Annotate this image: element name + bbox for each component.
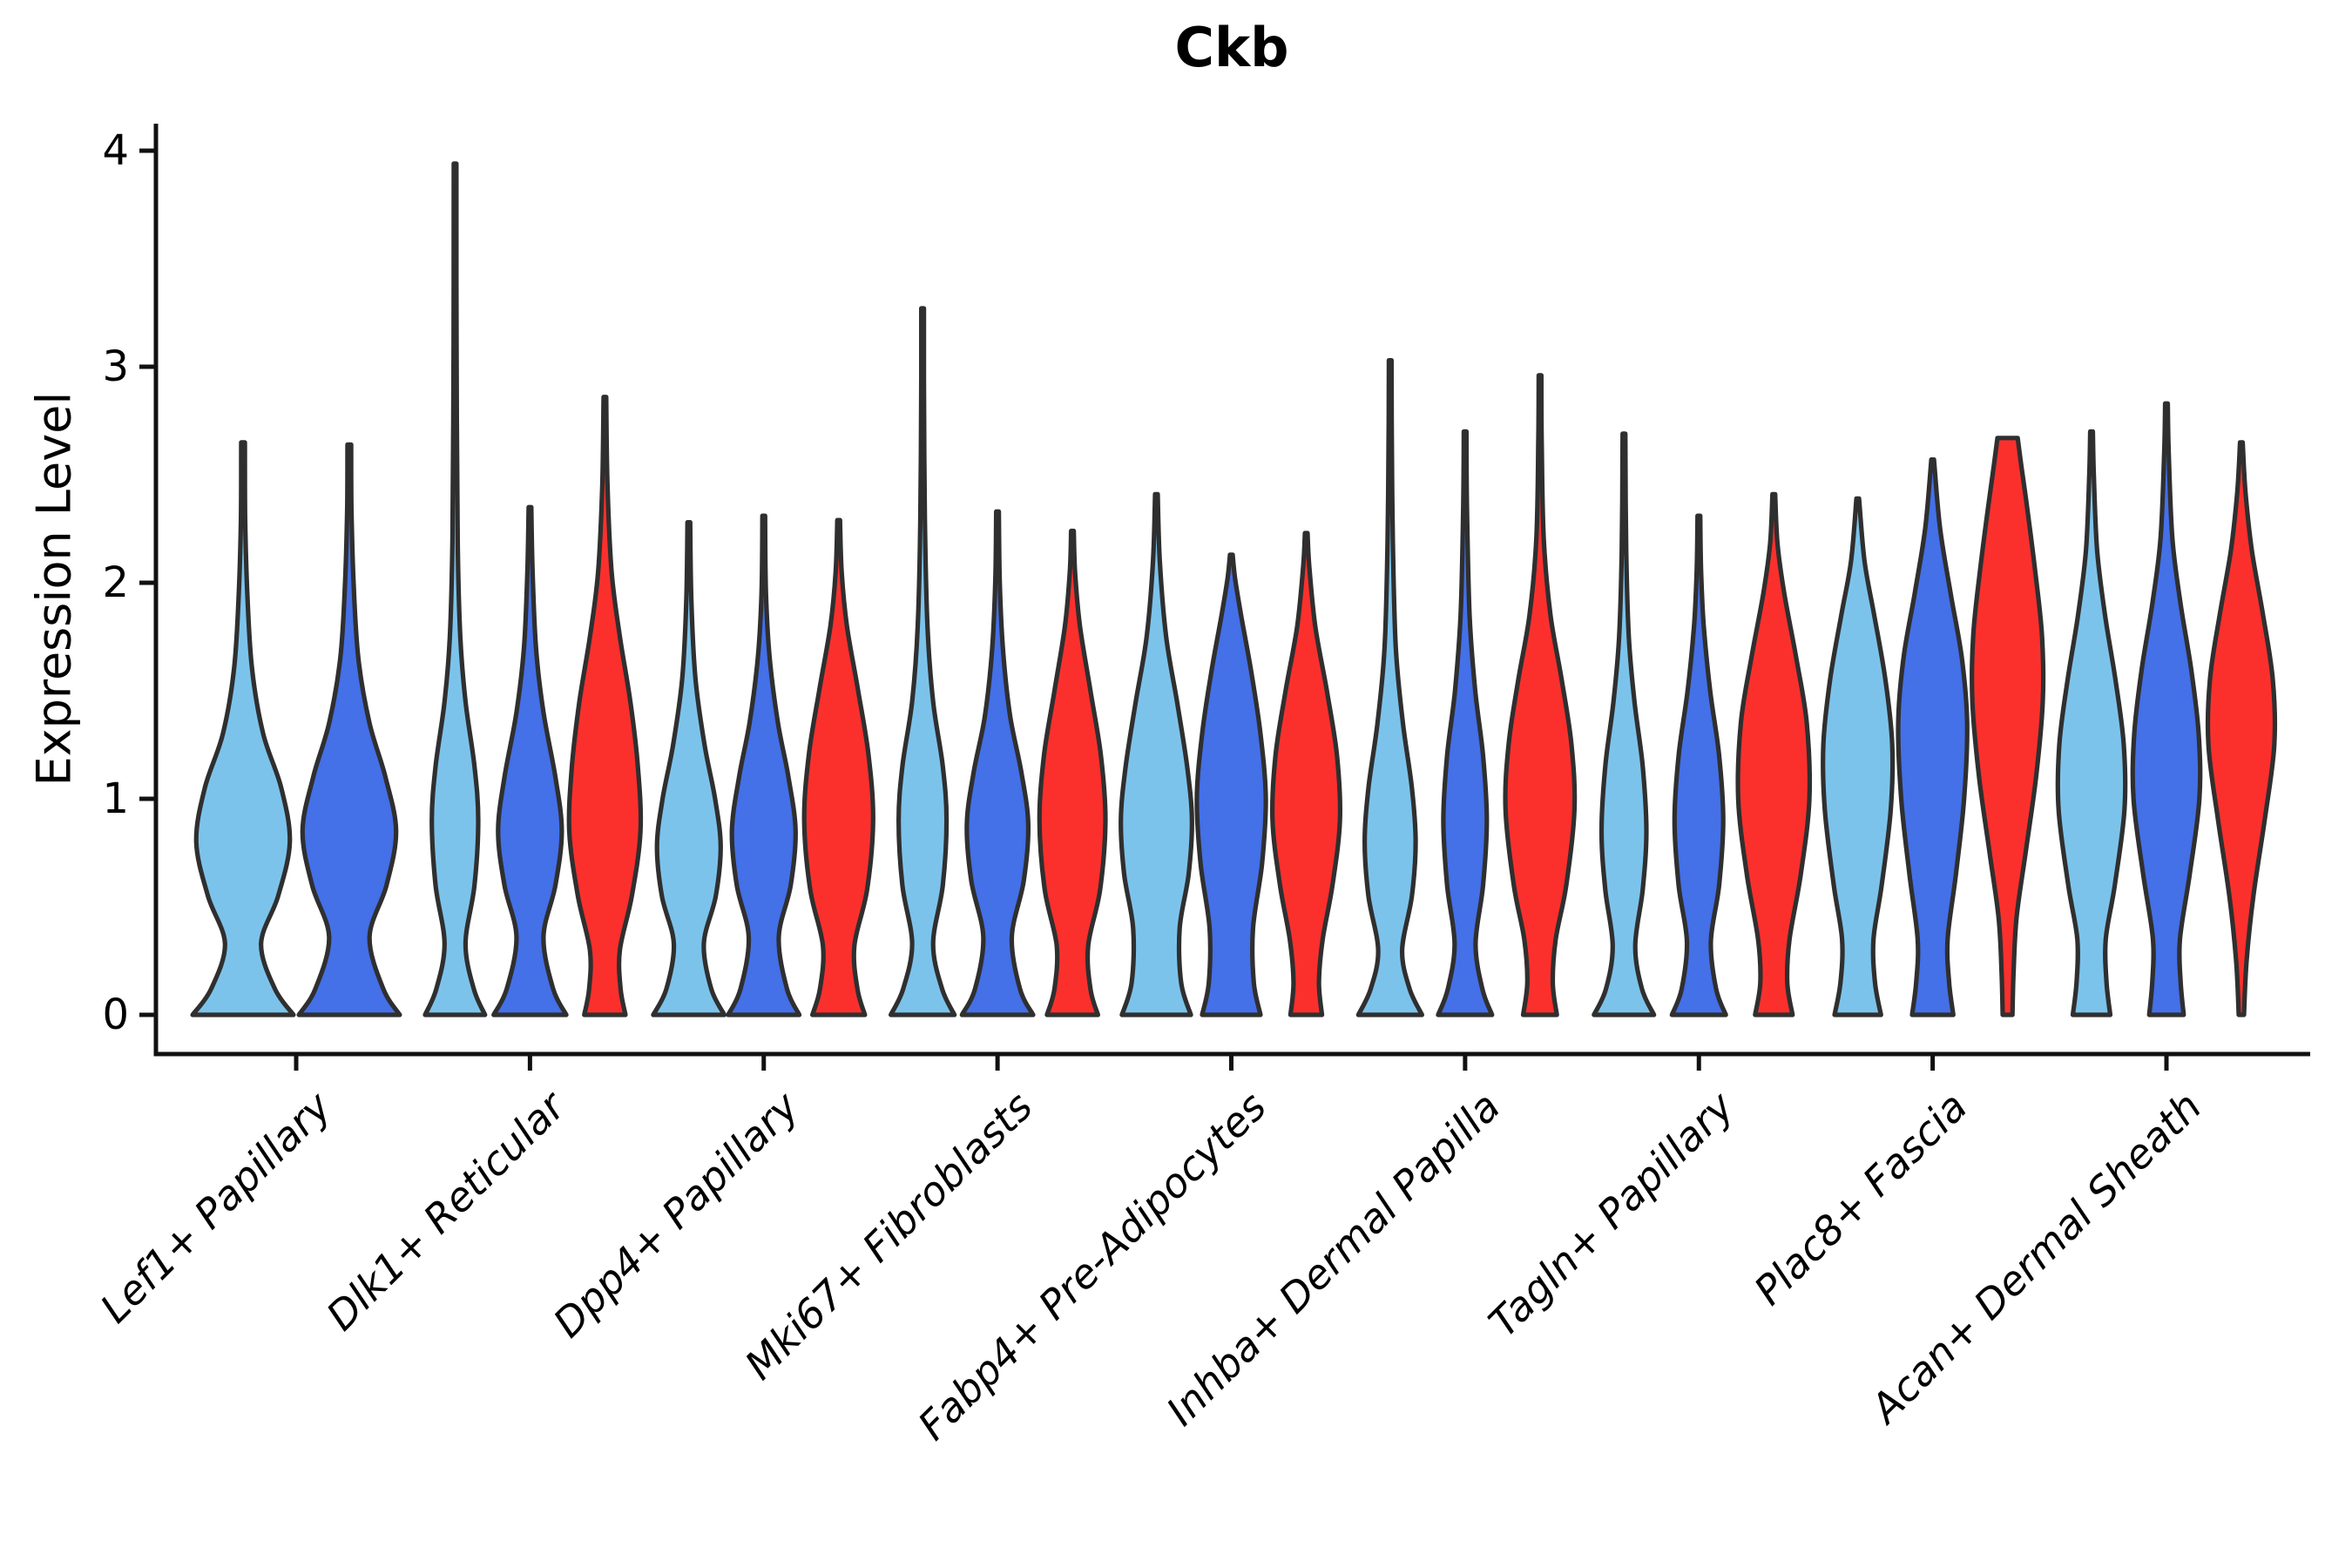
violin-blue-group-4 <box>1194 552 1268 1017</box>
violin-light_blue-group-5 <box>1355 358 1424 1017</box>
violin-blue-group-7 <box>1896 457 1970 1017</box>
violin-red-group-8 <box>2205 440 2278 1017</box>
violin-red-group-1 <box>566 395 644 1017</box>
violin-blue-group-5 <box>1436 429 1495 1017</box>
violin-light_blue-group-6 <box>1592 431 1657 1017</box>
y-tick-label-4: 4 <box>102 126 129 175</box>
y-tick-label-2: 2 <box>102 558 129 607</box>
violin-red-group-6 <box>1735 491 1813 1017</box>
y-tick-label-0: 0 <box>102 990 129 1039</box>
violin-blue-group-0 <box>296 442 402 1017</box>
violin-blue-group-3 <box>959 509 1036 1017</box>
y-tick-label-1: 1 <box>102 774 129 823</box>
violin-light_blue-group-3 <box>889 306 957 1017</box>
violin-light_blue-group-2 <box>651 520 727 1017</box>
violin-red-group-7 <box>1970 436 2046 1017</box>
y-tick-label-3: 3 <box>102 342 129 391</box>
chart-title: Ckb <box>1174 16 1289 79</box>
violin-light_blue-group-4 <box>1119 491 1194 1017</box>
violin-blue-group-6 <box>1669 513 1728 1017</box>
violin-light_blue-group-7 <box>1821 496 1896 1017</box>
violin-light_blue-group-1 <box>422 161 488 1017</box>
violin-red-group-5 <box>1503 373 1578 1017</box>
violin-blue-group-1 <box>491 504 569 1017</box>
violin-light_blue-group-0 <box>190 440 296 1017</box>
violin-red-group-3 <box>1037 528 1108 1017</box>
violin-red-group-2 <box>801 517 875 1017</box>
violin-blue-group-8 <box>2130 401 2203 1017</box>
violin-blue-group-2 <box>726 513 802 1017</box>
violin-light_blue-group-8 <box>2055 429 2128 1017</box>
violin-red-group-4 <box>1269 531 1343 1017</box>
